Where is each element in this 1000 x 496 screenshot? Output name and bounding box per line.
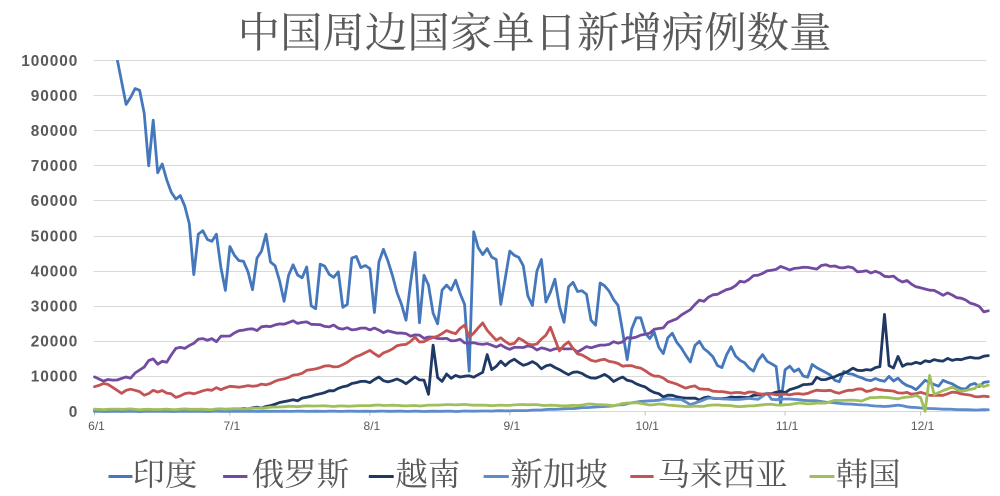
- svg-text:20000: 20000: [31, 334, 79, 351]
- svg-text:11/1: 11/1: [776, 419, 799, 433]
- svg-text:9/1: 9/1: [503, 419, 520, 433]
- svg-text:100000: 100000: [21, 53, 78, 70]
- svg-text:6/1: 6/1: [88, 419, 105, 433]
- svg-text:90000: 90000: [31, 88, 79, 105]
- svg-text:80000: 80000: [31, 123, 79, 140]
- svg-text:10000: 10000: [31, 369, 79, 386]
- svg-text:7/1: 7/1: [224, 419, 241, 433]
- svg-text:60000: 60000: [31, 193, 79, 210]
- svg-text:50000: 50000: [31, 228, 79, 245]
- svg-text:40000: 40000: [31, 263, 79, 280]
- svg-text:30000: 30000: [31, 299, 79, 316]
- svg-text:8/1: 8/1: [364, 419, 381, 433]
- svg-text:10/1: 10/1: [636, 419, 660, 433]
- svg-text:12/1: 12/1: [911, 419, 935, 433]
- svg-text:0: 0: [69, 404, 79, 421]
- svg-text:70000: 70000: [31, 158, 79, 175]
